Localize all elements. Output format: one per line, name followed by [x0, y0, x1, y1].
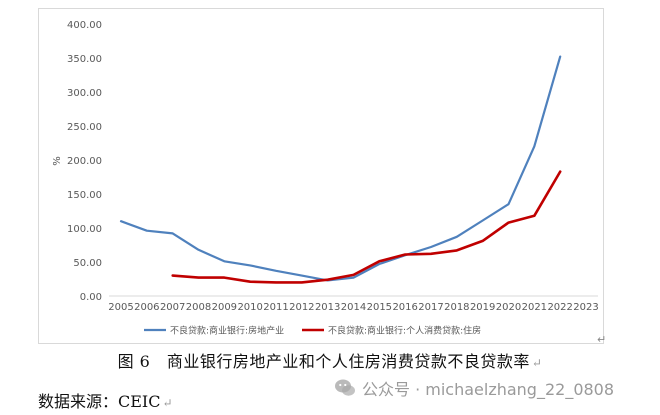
x-tick-labels: 2005 2006 2007 2008 2009 2010 2011 2012 2013 2014…	[108, 302, 598, 313]
y-tick-label: 250.00	[67, 122, 102, 133]
x-tick-label: 2012	[289, 302, 314, 313]
line-chart: % 0.00 50.00 100.00 150.00 200.00 250.00 300.0…	[52, 20, 599, 337]
figure-caption-text: 图 6 商业银行房地产业和个人住房消费贷款不良贷款率	[117, 352, 530, 371]
x-tick-label: 2023	[573, 302, 598, 313]
y-tick-label: 100.00	[67, 224, 102, 235]
watermark: 公众号 · michaelzhang_22_0808	[334, 376, 614, 400]
paragraph-mark: ↵	[597, 333, 607, 346]
x-tick-label: 2017	[418, 302, 443, 313]
x-tick-label: 2006	[134, 302, 159, 313]
series-line-2	[171, 170, 562, 284]
x-tick-label: 2007	[160, 302, 185, 313]
y-axis-label: %	[52, 156, 63, 166]
x-tick-label: 2020	[496, 302, 521, 313]
y-tick-label: 350.00	[67, 54, 102, 65]
x-tick-label: 2009	[212, 302, 237, 313]
watermark-text: 公众号 · michaelzhang_22_0808	[362, 380, 615, 399]
chart-frame: % 0.00 50.00 100.00 150.00 200.00 250.00 300.0…	[38, 8, 604, 344]
y-tick-labels: 0.00 50.00 100.00 150.00 200.00 250.00 300.00 3…	[67, 20, 102, 303]
x-tick-label: 2019	[470, 302, 495, 313]
legend-label-2: 不良贷款:商业银行:个人消费贷款:住房	[328, 325, 481, 337]
series-line-1	[119, 55, 562, 282]
legend: 不良贷款:商业银行:房地产业 不良贷款:商业银行:个人消费贷款:住房	[144, 325, 481, 337]
paragraph-mark: ↵	[162, 396, 173, 410]
y-tick-label: 200.00	[67, 156, 102, 167]
x-tick-label: 2018	[444, 302, 469, 313]
x-tick-label: 2005	[108, 302, 133, 313]
y-tick-label: 0.00	[80, 292, 102, 303]
x-tick-label: 2015	[367, 302, 392, 313]
data-source: 数据来源：CEIC ↵	[38, 388, 173, 412]
figure-caption: 图 6 商业银行房地产业和个人住房消费贷款不良贷款率 ↵	[0, 348, 660, 372]
x-tick-label: 2021	[522, 302, 547, 313]
legend-label-1: 不良贷款:商业银行:房地产业	[170, 325, 284, 337]
x-tick-label: 2016	[392, 302, 417, 313]
data-source-text: 数据来源：CEIC	[38, 392, 161, 411]
x-tick-label: 2013	[315, 302, 340, 313]
wechat-icon	[335, 379, 355, 396]
y-tick-label: 150.00	[67, 190, 102, 201]
x-tick-label: 2011	[263, 302, 288, 313]
y-tick-label: 400.00	[67, 20, 102, 31]
x-tick-label: 2022	[547, 302, 572, 313]
x-tick-label: 2014	[341, 302, 366, 313]
y-tick-label: 50.00	[73, 258, 102, 269]
x-tick-label: 2010	[237, 302, 262, 313]
series-lines	[119, 55, 562, 284]
paragraph-mark: ↵	[531, 356, 543, 370]
y-tick-label: 300.00	[67, 88, 102, 99]
x-tick-label: 2008	[186, 302, 211, 313]
